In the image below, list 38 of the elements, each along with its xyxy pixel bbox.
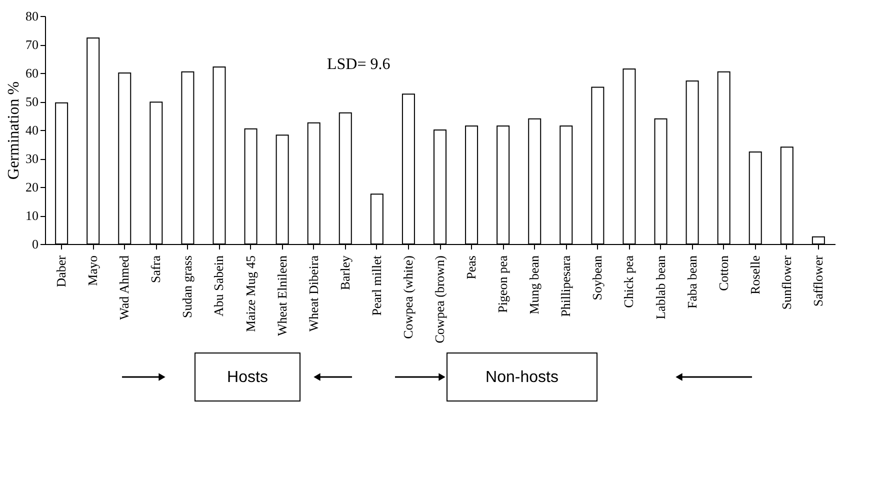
x-tick-label: Roselle	[747, 255, 762, 294]
x-tick-label: Safflower	[810, 254, 826, 307]
x-tick-label: Sudan grass	[180, 256, 195, 318]
x-tick-label: Cotton	[716, 255, 731, 291]
x-tick-label: Pearl millet	[368, 255, 384, 316]
x-tick-label: Peas	[464, 256, 479, 280]
x-tick-label: Wad Ahmed	[116, 255, 132, 320]
x-tick-label: Cowpea (white)	[400, 256, 416, 339]
x-tick-label: Wheat Elnileen	[274, 255, 290, 336]
y-tick-label: 0	[32, 236, 38, 252]
y-tick-label: 30	[26, 151, 38, 166]
y-tick-label: 80	[26, 8, 38, 24]
x-tick-label: Chick pea	[621, 255, 636, 308]
x-tick-label: Cowpea (brown)	[432, 256, 447, 344]
text: Non-hosts	[486, 369, 558, 386]
x-tick-label: Wheat Dibeira	[306, 255, 321, 332]
x-tick-label: Maize Mug 45	[242, 256, 258, 332]
x-tick-label: Abu Sabein	[211, 255, 226, 317]
y-tick-label: 70	[26, 37, 38, 52]
x-tick-label: Lablab bean	[652, 255, 668, 320]
x-tick-label: Phillipesara	[558, 255, 574, 317]
x-tick-label: Soybean	[590, 255, 605, 300]
x-tick-label: Daber	[54, 254, 69, 288]
x-tick-label: Barley	[337, 255, 352, 290]
y-tick-label: 40	[26, 122, 38, 138]
x-tick-label: Sunflower	[778, 254, 794, 310]
annotation: LSD= 9.6	[327, 56, 390, 73]
y-tick-label: 10	[26, 208, 38, 223]
y-axis-title: Germination %	[6, 81, 22, 180]
x-tick-label: Mung bean	[526, 255, 542, 314]
text: Hosts	[227, 369, 268, 386]
x-tick-label: Faba bean	[684, 255, 700, 309]
x-tick-label: Safra	[148, 255, 164, 283]
x-tick-label: Pigeon pea	[495, 255, 510, 313]
x-tick-label: Mayo	[85, 256, 100, 286]
y-tick-label: 50	[26, 94, 38, 109]
y-tick-label: 60	[26, 66, 38, 80]
y-tick-label: 20	[26, 180, 38, 194]
